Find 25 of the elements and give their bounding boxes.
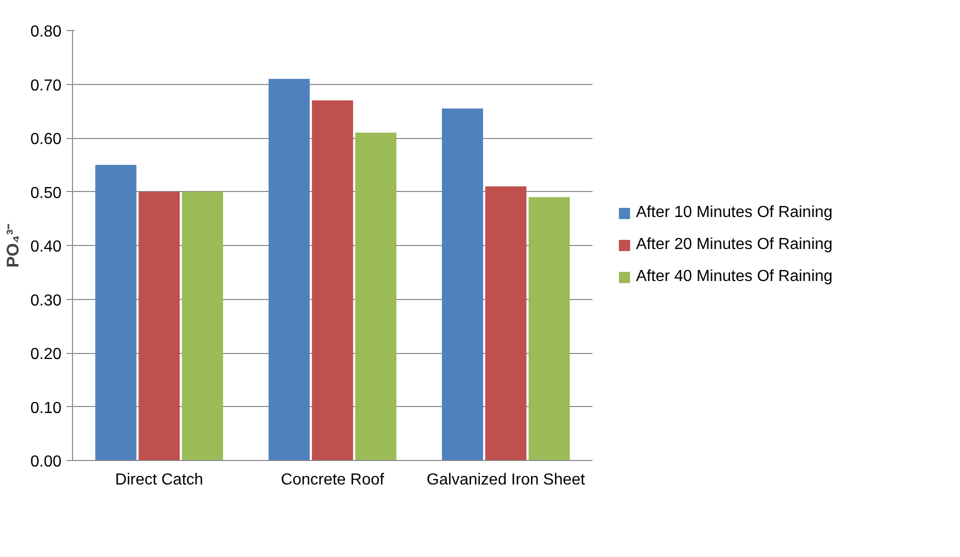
y-tick-label: 0.80 xyxy=(30,24,62,40)
bar xyxy=(138,192,180,460)
y-tick-label: 0.30 xyxy=(30,292,62,310)
y-tick-label: 0.40 xyxy=(30,238,62,256)
bar xyxy=(442,108,484,460)
bar xyxy=(95,164,136,460)
legend-label: After 20 Minutes Of Raining xyxy=(636,236,833,254)
y-tick-label: 0.20 xyxy=(30,346,62,363)
bar xyxy=(312,100,354,460)
y-tick-label: 0.00 xyxy=(30,454,62,470)
y-tick-label: 0.10 xyxy=(30,400,62,417)
y-tick-label: 0.60 xyxy=(30,131,62,148)
bar xyxy=(528,197,570,460)
x-tick-label: Galvanized Iron Sheet xyxy=(426,472,586,488)
y-axis-title: PO₄³⁻ xyxy=(3,223,22,268)
bar xyxy=(268,78,310,460)
bar xyxy=(182,192,224,460)
y-tick-label: 0.50 xyxy=(30,184,62,202)
y-tick-label: 0.70 xyxy=(30,77,62,94)
x-tick-label: Direct Catch xyxy=(115,472,204,488)
legend-label: After 10 Minutes Of Raining xyxy=(636,204,833,222)
legend-label: After 40 Minutes Of Raining xyxy=(636,268,833,286)
bar xyxy=(355,132,396,460)
bar xyxy=(485,186,526,460)
x-tick-label: Concrete Roof xyxy=(280,472,385,488)
